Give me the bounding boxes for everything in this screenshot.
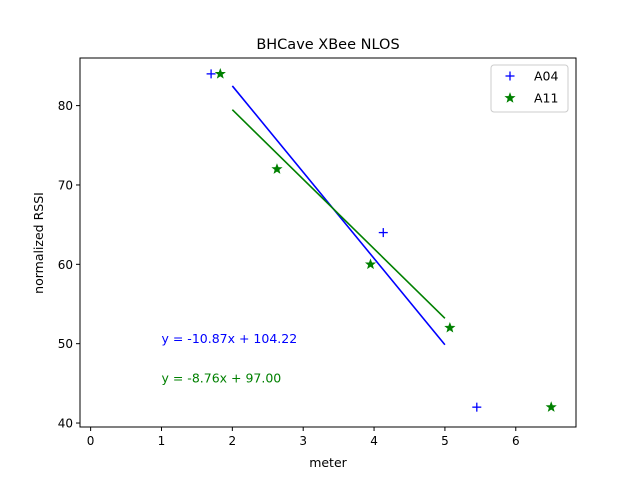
data-point-a04 <box>378 228 388 238</box>
data-point-a11 <box>214 68 226 79</box>
data-point-a04 <box>206 69 216 79</box>
legend-label-a04: A04 <box>534 69 559 84</box>
x-tick-label: 2 <box>229 434 237 448</box>
fit-equations: y = -10.87x + 104.22 y = -8.76x + 97.00 <box>161 331 297 386</box>
data-point-a11 <box>444 321 456 333</box>
axes: 0 1 2 3 4 5 6 40 50 60 70 80 <box>58 57 577 448</box>
fit-lines <box>231 85 446 346</box>
legend-marker-a04 <box>505 71 515 81</box>
y-tick-label: 50 <box>58 337 73 351</box>
x-tick-label: 5 <box>441 434 449 448</box>
fit-line-a04 <box>231 85 446 346</box>
x-tick-label: 3 <box>299 434 307 448</box>
y-tick-label: 40 <box>58 417 73 431</box>
y-axis-label: normalized RSSI <box>31 192 46 294</box>
plot-frame <box>79 57 577 428</box>
fit-equation-a11: y = -8.76x + 97.00 <box>161 371 281 386</box>
legend-label-a11: A11 <box>534 91 558 106</box>
fit-equation-a04: y = -10.87x + 104.22 <box>161 331 297 346</box>
y-tick-label: 60 <box>58 258 73 272</box>
data-points <box>206 68 557 412</box>
x-tick-label: 6 <box>512 434 520 448</box>
data-point-a11 <box>364 258 377 270</box>
data-point-a11 <box>545 401 557 412</box>
chart-title: BHCave XBee NLOS <box>256 37 399 53</box>
fit-line-a11 <box>231 109 446 319</box>
y-tick-label: 80 <box>58 99 73 113</box>
legend-marker-a11 <box>504 92 516 103</box>
x-axis-label: meter <box>309 455 347 470</box>
x-tick-label: 1 <box>158 434 166 448</box>
data-point-a11 <box>271 163 283 174</box>
y-tick-label: 70 <box>58 178 73 192</box>
x-tick-label: 4 <box>370 434 378 448</box>
data-point-a04 <box>472 402 482 412</box>
x-tick-label: 0 <box>87 434 95 448</box>
